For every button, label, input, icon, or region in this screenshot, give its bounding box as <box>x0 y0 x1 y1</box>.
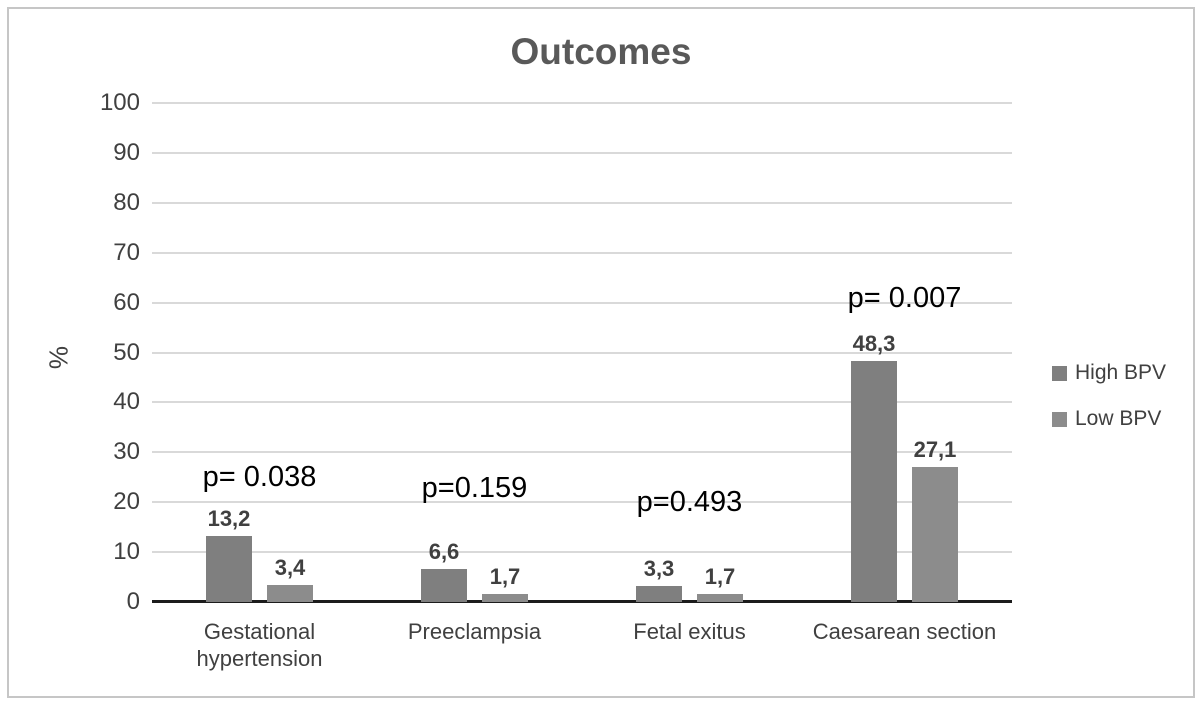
x-axis-line <box>152 600 1012 603</box>
gridline <box>152 201 1012 204</box>
y-tick-label: 60 <box>113 288 140 316</box>
gridline <box>152 401 1012 404</box>
bar-value-label: 27,1 <box>913 436 957 462</box>
bar-value-label: 6,6 <box>428 539 460 565</box>
y-tick-label: 100 <box>99 89 140 116</box>
gridline <box>152 151 1012 154</box>
gridline <box>152 102 1012 104</box>
bar-value-label: 48,3 <box>852 330 896 356</box>
chart-title: Outcomes <box>510 31 692 72</box>
bar-low-bpv <box>267 585 313 602</box>
legend-item-low-bpv: Low BPV <box>1052 407 1166 431</box>
gridline <box>152 451 1012 454</box>
x-axis-category-label: Preeclampsia <box>407 619 542 644</box>
gridline <box>152 301 1012 304</box>
bar-value-label: 3,3 <box>643 555 675 581</box>
p-value-annotation: p=0.159 <box>421 471 528 504</box>
y-tick-label: 40 <box>113 388 140 416</box>
y-tick-label: 10 <box>113 538 140 566</box>
bar-high-bpv <box>636 585 682 602</box>
bar-high-bpv <box>421 569 467 602</box>
y-tick-label: 20 <box>113 488 140 516</box>
legend-label: Low BPV <box>1075 407 1162 430</box>
gridline <box>152 351 1012 354</box>
y-tick-label: 80 <box>113 188 140 216</box>
bar-low-bpv <box>482 593 528 602</box>
chart-figure: Outcomes % 100 90 80 70 60 50 40 30 20 10 0 13,2 3,4… <box>7 7 1195 698</box>
p-value-annotation: p=0.493 <box>636 486 743 519</box>
y-tick-label: 30 <box>113 438 140 466</box>
bar-value-label: 1,7 <box>704 563 736 589</box>
y-tick-label: 0 <box>126 588 140 615</box>
bar-high-bpv <box>851 360 897 602</box>
x-axis-category-label: Fetal exitus <box>633 619 746 644</box>
legend: High BPV Low BPV <box>1052 361 1166 453</box>
legend-item-high-bpv: High BPV <box>1052 361 1166 385</box>
y-tick-label: 50 <box>113 338 140 366</box>
bar-high-bpv <box>206 536 252 602</box>
p-value-annotation: p= 0.007 <box>847 282 962 315</box>
gridline <box>152 251 1012 254</box>
gridline <box>152 501 1012 504</box>
legend-label: High BPV <box>1075 361 1167 384</box>
x-axis-category-label: Gestational hypertension <box>196 619 323 671</box>
bar-low-bpv <box>912 466 958 602</box>
legend-swatch-icon <box>1052 411 1067 427</box>
bar-value-label: 1,7 <box>489 563 521 589</box>
bar-low-bpv <box>697 593 743 602</box>
y-tick-label: 90 <box>113 138 140 166</box>
y-tick-label: 70 <box>113 238 140 266</box>
gridline <box>152 551 1012 554</box>
p-value-annotation: p= 0.038 <box>202 460 317 493</box>
bar-value-label: 13,2 <box>207 506 251 532</box>
x-axis-category-label: Caesarean section <box>812 619 997 644</box>
bar-value-label: 3,4 <box>274 555 306 581</box>
legend-swatch-icon <box>1052 365 1067 381</box>
